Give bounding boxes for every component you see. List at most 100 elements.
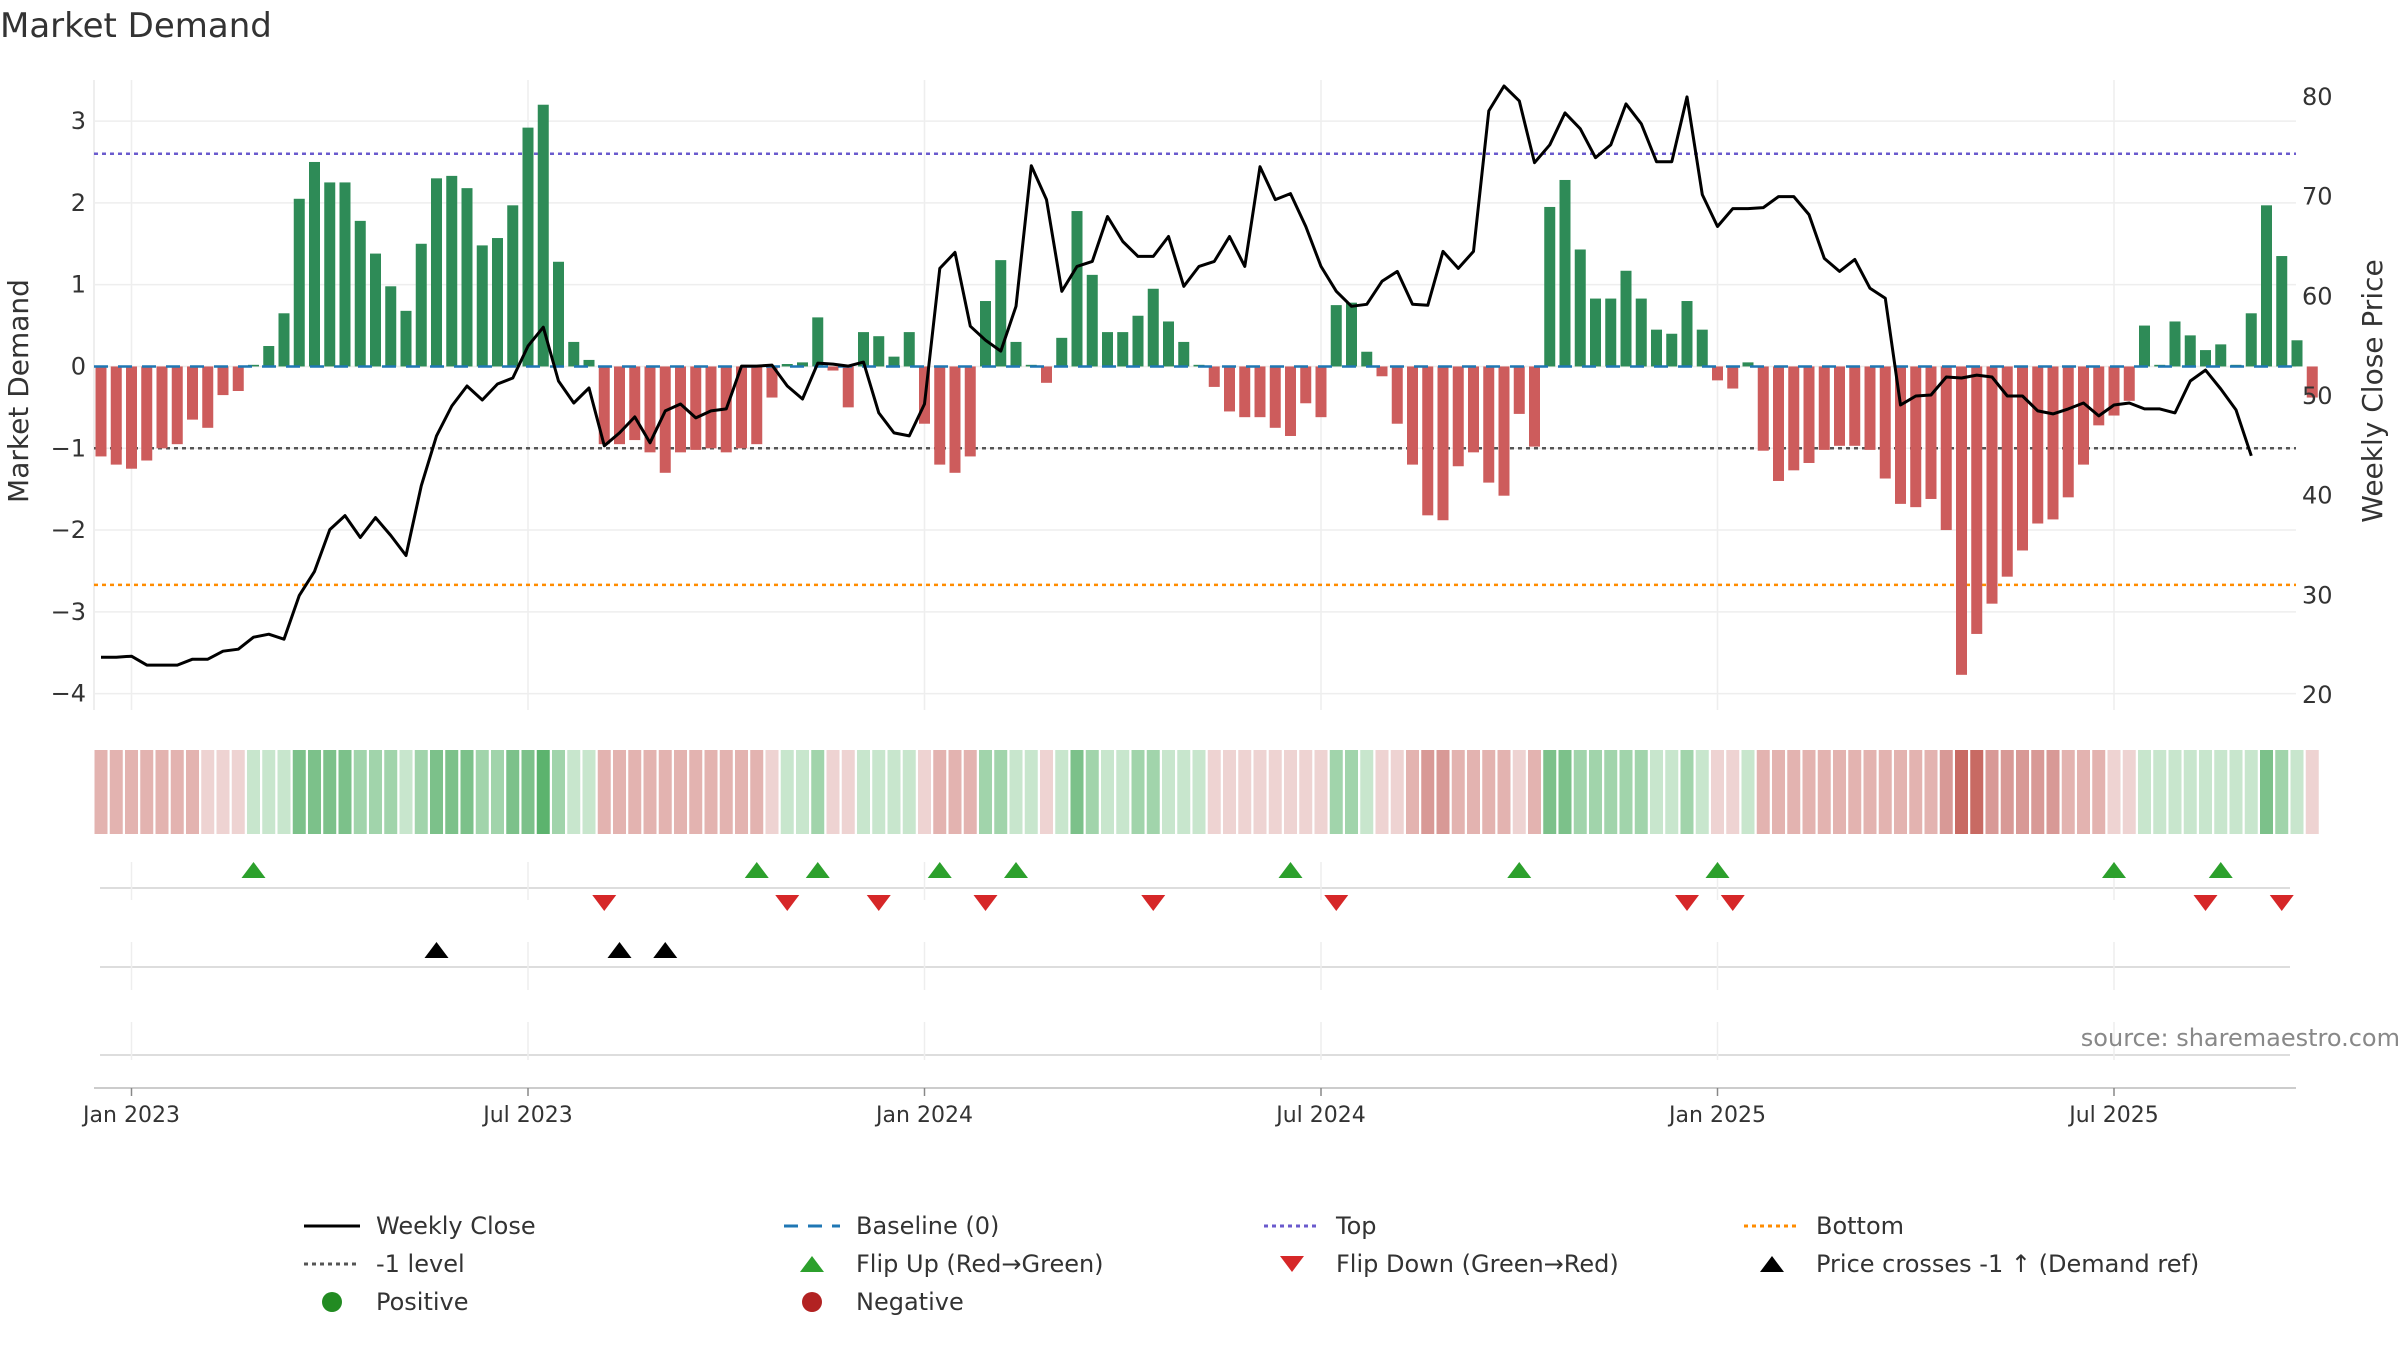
heat-band-cell	[2122, 750, 2136, 834]
demand-bar	[675, 366, 686, 453]
heat-band-cell	[2000, 750, 2014, 834]
heat-band-cell	[704, 750, 718, 834]
demand-bar	[736, 366, 747, 449]
heat-band-cell	[1772, 750, 1785, 834]
x-tick-label: Jan 2023	[81, 1103, 180, 1128]
demand-bar	[2047, 366, 2059, 520]
heat-band-cell	[1314, 750, 1328, 834]
flip-up-marker	[927, 862, 952, 878]
heat-band-cell	[1756, 750, 1770, 834]
legend-label: Price crosses -1 ↑ (Demand ref)	[1816, 1250, 2200, 1278]
heat-band-cell	[1024, 750, 1038, 834]
heat-band-cell	[1558, 750, 1572, 834]
demand-bar	[293, 198, 305, 367]
heat-band-cell	[1726, 750, 1740, 834]
heat-band-cell	[2077, 750, 2090, 834]
demand-bar	[446, 175, 458, 367]
demand-bar	[705, 366, 717, 449]
heat-band-cell	[2138, 750, 2151, 834]
demand-bar	[2017, 366, 2028, 551]
y2-tick-label: 60	[2302, 282, 2333, 310]
demand-bar	[1376, 366, 1388, 377]
legend-symbol-triangle-up-icon	[1760, 1256, 1784, 1272]
source-credit: source: sharemaestro.com	[2080, 1024, 2400, 1052]
y2-tick-label: 80	[2302, 83, 2333, 111]
heat-band-cell	[1177, 750, 1191, 834]
heat-band-cell	[735, 750, 748, 834]
heat-band-cell	[445, 750, 459, 834]
legend-symbol-triangle-up-icon	[800, 1256, 824, 1272]
demand-bar	[110, 366, 122, 465]
demand-bar	[1300, 366, 1312, 404]
heat-band-cell	[460, 750, 474, 834]
flip-up-marker	[1705, 862, 1730, 878]
heat-band-cell	[292, 750, 306, 834]
y-tick-label: −3	[51, 598, 86, 626]
flip-up-marker	[241, 862, 266, 878]
heat-band-cell	[1146, 750, 1160, 834]
demand-bar	[2169, 321, 2181, 367]
heat-band-cell	[2275, 750, 2289, 834]
demand-bar	[1102, 332, 1113, 367]
price-cross-marker	[607, 942, 632, 958]
heat-band-cell	[2183, 750, 2197, 834]
heat-band-cell	[125, 750, 138, 834]
heat-band-cell	[1970, 750, 1984, 834]
heat-band-cell	[613, 750, 626, 834]
weekly-close-line	[101, 84, 2253, 667]
heat-band-cell	[247, 750, 260, 834]
flip-down-marker	[1141, 895, 1166, 911]
heat-band-cell	[94, 750, 108, 834]
demand-bar	[2062, 366, 2074, 498]
demand-bar	[842, 366, 854, 408]
legend-label: Top	[1336, 1212, 1377, 1240]
heat-band-cell	[1741, 750, 1755, 834]
flip-up-marker	[2102, 862, 2126, 878]
heat-band-cell	[963, 750, 977, 834]
demand-bar	[2032, 366, 2044, 524]
heat-band-cell	[262, 750, 276, 834]
legend-item-minus1-level: -1 level	[300, 1250, 465, 1278]
heat-band-cell	[1665, 750, 1679, 834]
demand-bar	[614, 366, 625, 445]
demand-bar	[232, 366, 244, 391]
flip-down-marker	[2193, 895, 2218, 911]
heat-band-cell	[1619, 750, 1633, 834]
heat-band-cell	[1390, 750, 1404, 834]
heat-band-cell	[1207, 750, 1221, 834]
legend-item-price-cross: Price crosses -1 ↑ (Demand ref)	[1740, 1250, 2199, 1278]
demand-bar	[1956, 366, 1967, 675]
legend-symbol-circle-icon	[322, 1292, 342, 1312]
heat-band-cell	[2305, 750, 2319, 834]
demand-bar	[903, 332, 915, 367]
demand-bar	[1361, 351, 1373, 367]
heat-band-cell	[1467, 750, 1480, 834]
y2-tick-label: 70	[2302, 183, 2333, 211]
legend-label: Flip Up (Red→Green)	[856, 1250, 1104, 1278]
demand-bar	[126, 366, 137, 469]
demand-bar	[2139, 325, 2150, 367]
x-tick-label: Jul 2023	[481, 1103, 573, 1128]
heat-band-cell	[1101, 750, 1114, 834]
demand-bar	[141, 366, 153, 461]
flip-up-marker	[1278, 862, 1303, 878]
demand-bar	[507, 205, 519, 367]
heat-band-cell	[1085, 750, 1099, 834]
y-tick-label: 1	[71, 271, 86, 299]
demand-bar	[1773, 366, 1784, 481]
heat-band-cell	[841, 750, 855, 834]
heat-band-cell	[1223, 750, 1236, 834]
heat-band-cell	[1848, 750, 1862, 834]
demand-bar	[370, 253, 381, 367]
legend-symbol-shape	[322, 1292, 342, 1312]
heat-band-cell	[1985, 750, 1999, 834]
demand-bar	[1529, 366, 1540, 447]
heat-band-cell	[109, 750, 123, 834]
demand-bar	[1788, 366, 1800, 471]
chart-title: Market Demand	[0, 6, 272, 46]
demand-bar	[1681, 301, 1693, 367]
y2-axis-label: Weekly Close Price	[2356, 259, 2389, 522]
heat-band-cell	[1894, 750, 1907, 834]
x-tick-label: Jan 2024	[874, 1103, 973, 1128]
